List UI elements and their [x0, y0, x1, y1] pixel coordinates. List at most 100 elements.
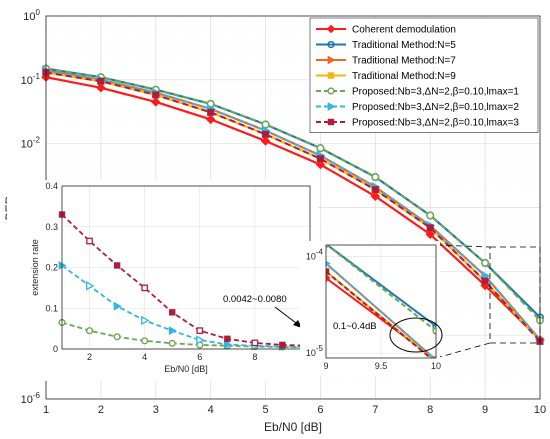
inset-data-point — [168, 326, 177, 336]
legend-item: Traditional Method:N=9 — [316, 71, 456, 82]
inset-data-point — [86, 281, 95, 291]
x-tick-label: 5 — [262, 404, 268, 416]
legend-marker — [327, 72, 335, 79]
legend-marker — [327, 55, 336, 65]
series-line — [45, 67, 541, 322]
zoom-data-point — [326, 245, 330, 248]
data-point — [316, 144, 325, 153]
legend-marker — [327, 118, 335, 126]
inset-x-axis-title: Eb/N0 [dB] — [164, 364, 208, 374]
series-line — [45, 71, 541, 343]
zoom-data-point — [432, 355, 436, 358]
data-point — [371, 186, 379, 194]
inset-data-point — [141, 284, 149, 292]
inset-data-point — [196, 327, 204, 335]
x-tick-label: 2 — [98, 404, 104, 416]
zoomed-ber-inset: 9 9.5 10 10-4 10-5 0.1~0.4dB — [300, 241, 443, 376]
data-point — [207, 108, 215, 116]
inset-series-line — [61, 213, 311, 347]
zoom-annotation: 0.1~0.4dB — [333, 321, 377, 332]
legend-item: Traditional Method:N=7 — [316, 56, 456, 67]
data-point — [205, 114, 216, 125]
inset-data-point — [169, 309, 176, 316]
inset-data-point — [113, 333, 121, 341]
data-point — [316, 155, 324, 163]
inset-data-point — [223, 340, 232, 349]
data-point — [481, 259, 490, 267]
y-tick-label: 10-1 — [21, 72, 41, 87]
legend-label: Proposed:Nb=3,ΔN=2,β=0.10,lmax=1 — [352, 87, 519, 98]
zoom-connector-top — [435, 244, 491, 248]
inset-data-point — [251, 339, 259, 347]
zoom-region-box — [489, 246, 541, 344]
x-tick-label: 8 — [427, 404, 433, 416]
inset-y-tick-label: 0 — [53, 344, 58, 354]
x-tick-label: 7 — [372, 404, 378, 416]
inset-series-line — [61, 264, 311, 348]
main-x-axis-title: Eb/N0 [dB] — [264, 420, 322, 434]
zoom-highlight-ellipse — [389, 317, 443, 353]
data-point — [315, 159, 326, 170]
legend-label: Traditional Method:N=9 — [352, 71, 456, 82]
series-line — [45, 76, 541, 341]
legend-label: Proposed:Nb=3,ΔN=2,β=0.10,lmax=2 — [352, 102, 519, 113]
data-point — [262, 130, 270, 138]
y-tick-label: 10-2 — [21, 136, 41, 151]
inset-x-tick-label: 2 — [87, 352, 92, 362]
data-point — [370, 191, 381, 201]
data-point — [261, 120, 270, 129]
data-point — [426, 211, 435, 220]
legend: Coherent demodulation Traditional Method:… — [309, 17, 539, 133]
annotation-arrowhead — [293, 320, 302, 328]
legend-label: Traditional Method:N=5 — [352, 40, 456, 51]
inset-data-point — [85, 327, 94, 335]
data-point — [151, 97, 161, 107]
inset-series-3 — [58, 211, 314, 350]
data-point — [97, 77, 105, 85]
data-point — [425, 229, 435, 240]
zoom-y-tick-label: 10-5 — [306, 344, 324, 358]
zoom-series-line — [326, 262, 436, 358]
zoom-data-point — [326, 273, 331, 283]
legend-item: Proposed:Nb=3,ΔN=2,β=0.10,lmax=3 — [316, 118, 519, 129]
legend-item: Coherent demodulation — [316, 25, 456, 36]
inset-annotation: 0.0042~0.0080 — [223, 294, 287, 305]
legend-marker — [327, 87, 335, 95]
inset-x-tick-label: 6 — [197, 352, 202, 362]
inset-y-axis-title: extension rate — [30, 239, 40, 296]
inset-y-tick-label: 0.3 — [45, 222, 58, 232]
legend-item: Proposed:Nb=3,ΔN=2,β=0.10,lmax=2 — [316, 102, 519, 113]
legend-marker — [327, 40, 335, 49]
zoom-series-7 — [326, 268, 433, 358]
zoom-axes-box — [325, 244, 437, 359]
inset-y-tick-label: 0.4 — [45, 181, 58, 191]
zoom-y-tick-label: 10-4 — [306, 248, 324, 262]
data-point — [426, 224, 434, 232]
legend-label: Traditional Method:N=7 — [352, 56, 456, 67]
inset-data-point — [279, 341, 286, 349]
legend-item: Proposed:Nb=3,ΔN=2,β=0.10,lmax=1 — [316, 87, 519, 98]
inset-y-tick-label: 0.2 — [45, 263, 58, 273]
inset-data-point — [168, 339, 176, 347]
inset-data-point — [141, 337, 149, 345]
series-line — [45, 69, 541, 341]
x-tick-label: 4 — [208, 404, 214, 416]
zoom-series-line — [326, 270, 434, 358]
data-point — [260, 136, 271, 146]
extension-rate-inset: 00.10.20.30.4246810Eb/N0 [dB]extension r… — [7, 180, 318, 381]
data-point — [371, 173, 380, 181]
zoom-x-tick-label: 10 — [431, 361, 441, 371]
zoom-data-point — [326, 268, 330, 275]
zoom-series — [326, 245, 436, 358]
data-point — [96, 83, 106, 93]
zoom-x-tick-label: 9.5 — [375, 361, 388, 371]
inset-data-point — [113, 262, 121, 269]
zoom-series-line — [326, 245, 436, 332]
inset-x-tick-label: 8 — [252, 352, 257, 362]
legend-marker — [327, 102, 336, 111]
inset-data-point — [224, 335, 231, 343]
x-tick-label: 6 — [317, 404, 323, 416]
inset-data-point — [86, 237, 93, 245]
